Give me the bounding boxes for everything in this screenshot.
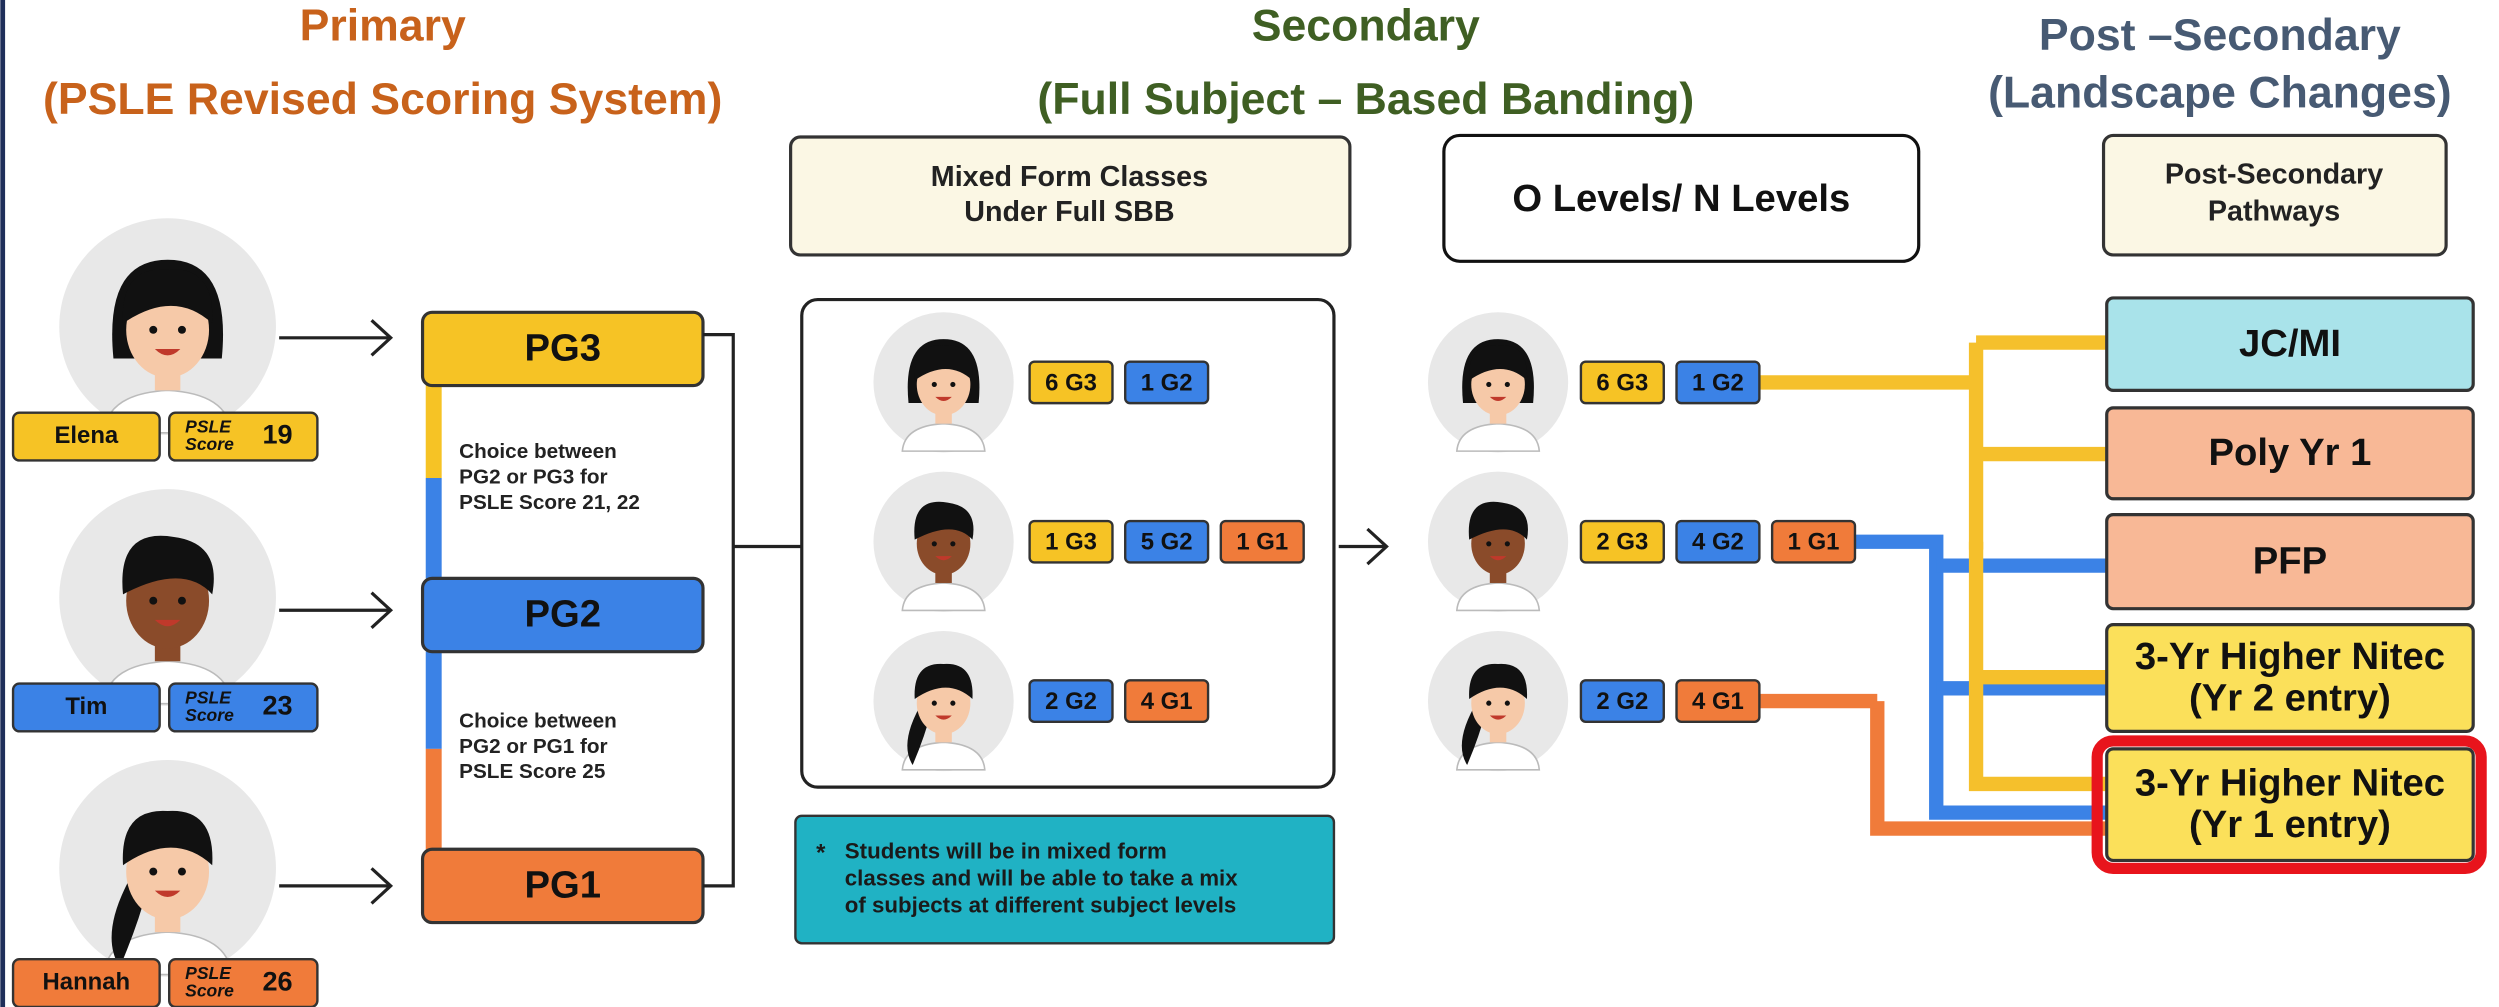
column-title: Post –Secondary xyxy=(2039,11,2401,60)
pathway-label: (Yr 2 entry) xyxy=(2189,676,2391,719)
student-avatar xyxy=(59,218,276,435)
choice-note: Choice between xyxy=(459,440,617,463)
diagram: Primary (PSLE Revised Scoring System) Seco… xyxy=(0,0,2499,1007)
student-avatar xyxy=(59,760,276,977)
subject-level: 6 G3 xyxy=(1596,369,1648,396)
student-name: Tim xyxy=(65,693,107,720)
subject-level: 1 G1 xyxy=(1236,529,1288,556)
avatar-eye xyxy=(1505,701,1510,706)
avatar-eye xyxy=(950,382,955,387)
avatar-eye xyxy=(178,868,186,876)
note-text: classes and will be able to take a mix xyxy=(845,865,1238,890)
avatar-eye xyxy=(1486,541,1491,546)
choice-note: PG2 or PG1 for xyxy=(459,735,607,758)
posting-group-label: PG2 xyxy=(525,593,602,636)
student-avatar xyxy=(1428,312,1568,452)
pathway-label: PFP xyxy=(2253,539,2327,582)
subject-level: 2 G2 xyxy=(1596,688,1648,715)
pathway-label: JC/MI xyxy=(2239,322,2341,365)
pathway-label: Poly Yr 1 xyxy=(2208,431,2371,474)
subject-level: 2 G2 xyxy=(1045,688,1097,715)
pathway-label: (Yr 1 entry) xyxy=(2189,803,2391,846)
psle-score: 19 xyxy=(262,419,292,450)
pathways-header: Pathways xyxy=(2208,195,2340,227)
choice-note: PSLE Score 25 xyxy=(459,760,605,783)
posting-group-label: PG3 xyxy=(525,327,602,370)
column-title: Secondary xyxy=(1252,1,1480,50)
pathway-label: 3-Yr Higher Nitec xyxy=(2135,762,2445,805)
student-avatar xyxy=(59,489,276,706)
avatar-eye xyxy=(178,597,186,605)
pathways-header: Post-Secondary xyxy=(2165,159,2383,191)
student-avatar xyxy=(873,472,1013,612)
band-orange xyxy=(426,749,442,849)
outcome-header: O Levels/ N Levels xyxy=(1512,177,1850,220)
column-subtitle: (Full Subject – Based Banding) xyxy=(1037,75,1694,124)
subject-level: 1 G2 xyxy=(1692,369,1744,396)
avatar-eye xyxy=(950,701,955,706)
avatar-eye xyxy=(1505,382,1510,387)
avatar-eye xyxy=(932,701,937,706)
subject-level: 1 G2 xyxy=(1141,369,1193,396)
avatar-eye xyxy=(1486,701,1491,706)
avatar-eye xyxy=(950,541,955,546)
note-marker: * xyxy=(816,839,826,866)
student-avatar xyxy=(873,631,1013,771)
avatar-eye xyxy=(149,326,157,334)
note-text: of subjects at different subject levels xyxy=(845,893,1237,918)
subject-level: 2 G3 xyxy=(1596,529,1648,556)
avatar-eye xyxy=(932,382,937,387)
band-blue xyxy=(426,652,442,749)
avatar-eye xyxy=(1505,541,1510,546)
note-text: Students will be in mixed form xyxy=(845,838,1167,863)
student-avatar xyxy=(1428,631,1568,771)
avatar-eye xyxy=(932,541,937,546)
subject-level: 1 G1 xyxy=(1788,529,1840,556)
choice-note: PG2 or PG3 for xyxy=(459,465,607,488)
subject-level: 1 G3 xyxy=(1045,529,1097,556)
choice-note: Choice between xyxy=(459,709,617,732)
subject-level: 5 G2 xyxy=(1141,529,1193,556)
mixed-header: Mixed Form Classes xyxy=(931,161,1208,193)
column-title: Primary xyxy=(300,1,466,50)
student-name: Elena xyxy=(54,422,118,449)
subject-level: 6 G3 xyxy=(1045,369,1097,396)
left-border xyxy=(0,0,5,1007)
posting-group-label: PG1 xyxy=(525,864,602,907)
student-avatar xyxy=(873,312,1013,452)
avatar-eye xyxy=(149,868,157,876)
page: { "columns": [ {"title": "Primary", "sub… xyxy=(0,0,2499,1007)
score-label: Score xyxy=(185,705,234,725)
psle-score: 23 xyxy=(262,690,292,721)
subject-level: 4 G1 xyxy=(1692,688,1744,715)
avatar-eye xyxy=(178,326,186,334)
choice-note: PSLE Score 21, 22 xyxy=(459,491,640,514)
student-name: Hannah xyxy=(43,968,131,995)
band-yellow xyxy=(426,384,442,478)
mixed-header: Under Full SBB xyxy=(964,196,1174,228)
band-blue xyxy=(426,478,442,578)
student-avatar xyxy=(1428,472,1568,612)
column-subtitle: (Landscape Changes) xyxy=(1988,68,2452,117)
score-label: Score xyxy=(185,980,234,1000)
subject-level: 4 G1 xyxy=(1141,688,1193,715)
psle-score: 26 xyxy=(262,965,292,996)
avatar-eye xyxy=(1486,382,1491,387)
score-label: Score xyxy=(185,434,234,454)
avatar-eye xyxy=(149,597,157,605)
subject-level: 4 G2 xyxy=(1692,529,1744,556)
pathway-label: 3-Yr Higher Nitec xyxy=(2135,635,2445,678)
column-subtitle: (PSLE Revised Scoring System) xyxy=(43,75,722,124)
